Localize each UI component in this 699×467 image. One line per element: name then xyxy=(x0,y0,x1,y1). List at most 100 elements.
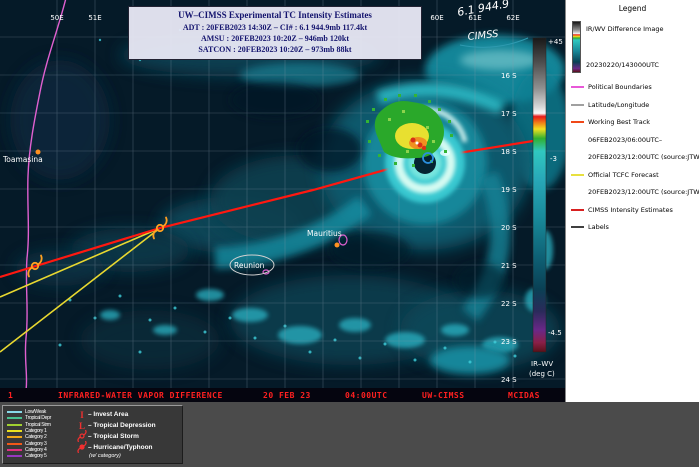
image-status-bar: 1 INFRARED-WATER VAPOR DIFFERENCE 20 FEB… xyxy=(0,388,565,402)
legend-title: Legend xyxy=(618,4,647,13)
cloud-field xyxy=(10,28,565,374)
info-box-title: UW–CIMSS Experimental TC Intensity Estim… xyxy=(178,10,372,20)
intensity-info-box: UW–CIMSS Experimental TC Intensity Estim… xyxy=(128,6,422,60)
legend-item-swatch xyxy=(571,226,584,228)
track-category-label: Tropical Strm xyxy=(25,422,51,428)
track-symbol-list: I – Invest Area L – Tropical Depression … xyxy=(73,409,178,460)
legend-item-label: CIMSS Intensity Estimates xyxy=(588,205,673,214)
legend-item-label: 20FEB2023/12:00UTC (source:JTWC) xyxy=(588,153,699,161)
amsu-line: AMSU : 20FEB2023 10:20Z – 946mb 120kt xyxy=(200,34,349,43)
legend-panel: Legend IR/WV Difference Image 20230220/1… xyxy=(565,0,699,402)
lat-label: 17 S xyxy=(501,110,517,118)
track-category-row: Tropical Depr xyxy=(7,415,73,421)
legend-row-invest: I – Invest Area xyxy=(76,409,178,420)
track-category-swatch xyxy=(7,430,22,433)
city-dot xyxy=(334,242,340,248)
legend-item-swatch xyxy=(571,121,584,123)
legend-item: Latitude/Longitude xyxy=(571,101,694,109)
colorbar-tick: -4.5 xyxy=(548,329,562,337)
track-category-label: Category 2 xyxy=(25,434,47,440)
current-center-marker xyxy=(422,152,434,164)
frame-number: 1 xyxy=(8,391,14,400)
legend-item-label: Political Boundaries xyxy=(588,83,652,91)
place-label-reunion: Reunion xyxy=(234,261,265,270)
depression-glyph: L xyxy=(78,420,85,431)
legend-item: Official TCFC Forecast xyxy=(571,171,694,179)
legend-colorbar-timestamp: 20230220/143000UTC xyxy=(586,61,659,69)
lat-label: 16 S xyxy=(501,72,517,80)
reunion-circle-annotation xyxy=(229,254,275,276)
hurricane-icon xyxy=(76,440,88,455)
track-category-label: Category 4 xyxy=(25,447,47,453)
place-label-toamasina: Toamasina xyxy=(2,155,43,164)
colorbar-caption: IR–WV xyxy=(531,360,553,368)
track-category-swatch xyxy=(7,423,22,426)
lat-label: 20 S xyxy=(501,224,517,232)
image-time: 04:00UTC xyxy=(345,391,388,400)
lat-label: 18 S xyxy=(501,148,517,156)
satellite-image: Toamasina Mauritius Reunion 50E 51E 60E … xyxy=(0,0,565,388)
colorbar-tick: -3 xyxy=(550,155,557,163)
legend-colorbar-swatch xyxy=(572,21,581,73)
legend-item-swatch xyxy=(571,173,584,176)
legend-item-label: 06FEB2023/06:00UTC– xyxy=(588,135,663,144)
hurricane-label: – Hurricane/Typhoon xyxy=(88,444,153,451)
island-reunion xyxy=(262,269,270,275)
track-category-swatch xyxy=(7,417,22,420)
legend-item-label: 20FEB2023/12:00UTC (source:JTWC) xyxy=(588,188,699,196)
track-category-row: Category 3 xyxy=(7,440,73,446)
invest-label: – Invest Area xyxy=(88,411,129,418)
track-category-swatch xyxy=(7,455,22,458)
lat-labels: 16 S 17 S 18 S 19 S 20 S 21 S 22 S 23 S … xyxy=(501,72,517,384)
track-category-swatch xyxy=(7,442,22,445)
legend-item-swatch xyxy=(571,86,584,88)
legend-item-swatch xyxy=(571,139,584,141)
lon-label: 60E xyxy=(430,14,443,22)
lon-label: 51E xyxy=(88,14,101,22)
lat-label: 23 S xyxy=(501,338,517,346)
tropical-storm-icon xyxy=(76,429,88,444)
track-category-row: Tropical Strm xyxy=(7,422,73,428)
legend-item-swatch xyxy=(571,208,584,211)
adt-line: ADT : 20FEB2023 14:30Z – CI# : 6.1 944.9… xyxy=(182,23,368,32)
lon-label: 61E xyxy=(468,14,481,22)
track-category-swatch xyxy=(7,411,22,414)
image-system: MCIDAS xyxy=(508,391,540,400)
track-category-label: Tropical Depr xyxy=(25,415,52,421)
legend-item: Political Boundaries xyxy=(571,83,694,91)
track-category-label: Category 3 xyxy=(25,441,47,447)
track-category-label: Low/Weak xyxy=(25,409,46,415)
city-dot xyxy=(35,149,41,155)
legend-item-label: Official TCFC Forecast xyxy=(588,170,659,179)
lat-label: 19 S xyxy=(501,186,517,194)
image-date: 20 FEB 23 xyxy=(263,391,311,400)
microwave-overlay xyxy=(366,94,453,167)
colorbar-caption: (deg C) xyxy=(529,370,555,378)
depression-label: – Tropical Depression xyxy=(88,422,156,429)
place-markers xyxy=(35,149,340,276)
legend-item-label: Working Best Track xyxy=(588,118,651,126)
legend-item: Labels xyxy=(571,223,694,231)
track-legend-box: Low/Weak Tropical Depr Tropical Strm xyxy=(2,405,183,464)
coastline-madagascar xyxy=(24,0,67,388)
place-label-mauritius: Mauritius xyxy=(307,229,342,238)
legend-item-label: Latitude/Longitude xyxy=(588,100,650,109)
lat-label: 22 S xyxy=(501,300,517,308)
colorbar-tick: +45 xyxy=(548,38,563,46)
product-name: INFRARED-WATER VAPOR DIFFERENCE xyxy=(58,391,223,400)
legend-item-swatch xyxy=(571,191,584,193)
storm-label: – Tropical Storm xyxy=(88,433,139,440)
lon-label: 50E xyxy=(50,14,63,22)
track-category-label: Category 1 xyxy=(25,428,47,434)
legend-row-storm: – Tropical Storm xyxy=(76,429,178,444)
track-category-swatch xyxy=(7,448,22,451)
legend-item: 20FEB2023/12:00UTC (source:JTWC) xyxy=(571,153,699,161)
legend-item-swatch xyxy=(571,103,584,106)
track-category-swatch xyxy=(7,436,22,439)
track-category-row: Category 4 xyxy=(7,447,73,453)
legend-item-label: Labels xyxy=(588,223,609,231)
colorbar: +45 -3 -4.5 IR–WV (deg C) xyxy=(529,37,563,378)
satellite-map: Toamasina Mauritius Reunion 50E 51E 60E … xyxy=(0,0,565,388)
lat-label: 24 S xyxy=(501,376,517,384)
